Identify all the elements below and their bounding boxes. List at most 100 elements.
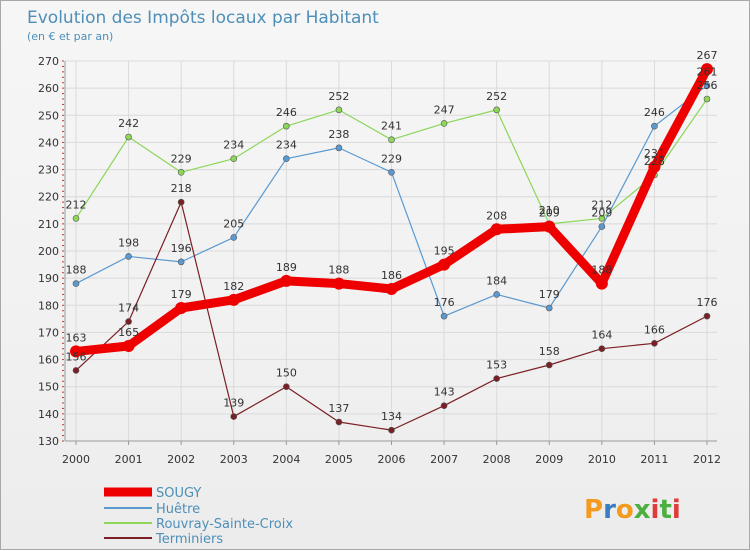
data-label-hu-tre: 196 (171, 242, 192, 255)
data-point-terminiers (230, 413, 238, 420)
legend-label: Rouvray-Sainte-Croix (156, 517, 293, 532)
legend-label: Terminiers (155, 532, 223, 547)
data-point-sougy (227, 293, 240, 306)
data-point-hu-tre (125, 253, 132, 260)
data-point-sougy (490, 223, 503, 236)
data-label-sougy: 188 (328, 264, 349, 277)
data-point-terminiers (177, 198, 185, 206)
x-tick-label: 2009 (535, 453, 563, 466)
x-tick-label: 2008 (483, 453, 511, 466)
data-labels: 212 242 229 234 246 252 241 247 252 210 212 228 256 1… (66, 49, 718, 423)
data-point-sougy (648, 160, 661, 173)
data-point-hu-tre (598, 223, 606, 230)
data-point-hu-tre (283, 155, 290, 163)
data-label-terminiers: 137 (328, 402, 349, 415)
data-label-sougy: 208 (486, 209, 507, 222)
brand-letter: o (616, 495, 634, 525)
data-label-hu-tre: 229 (381, 152, 402, 165)
data-point-sougy (70, 345, 82, 358)
data-label-terminiers: 153 (486, 359, 507, 372)
chart-title: Evolution des Impôts locaux par Habitant (27, 8, 379, 28)
data-label-sougy: 189 (276, 261, 297, 274)
data-label-sougy: 163 (66, 331, 87, 344)
legend-label: SOUGY (156, 486, 201, 501)
data-label-terminiers: 134 (381, 410, 402, 423)
legend: SOUGYHuêtreRouvray-Sainte-CroixTerminier… (104, 486, 293, 547)
y-tick-label: 160 (38, 354, 59, 367)
data-point-sougy (175, 302, 188, 314)
data-point-terminiers (283, 383, 290, 391)
data-point-rouvray-sainte-croix (335, 106, 343, 114)
data-label-sougy: 209 (539, 207, 560, 220)
data-point-terminiers (493, 375, 500, 382)
series-hu-tre (72, 82, 711, 320)
data-point-sougy (122, 340, 135, 352)
data-label-hu-tre: 261 (697, 65, 718, 78)
data-label-hu-tre: 205 (223, 217, 244, 230)
y-tick-label: 200 (38, 245, 59, 258)
data-point-terminiers (335, 418, 343, 426)
series-sougy (70, 63, 713, 358)
data-point-rouvray-sainte-croix (703, 95, 711, 103)
y-tick-label: 170 (38, 326, 59, 339)
grid (65, 60, 717, 442)
y-tick-label: 190 (38, 272, 59, 285)
y-tick-label: 210 (38, 218, 59, 231)
data-label-hu-tre: 238 (328, 128, 349, 141)
y-tick-label: 250 (38, 109, 59, 122)
brand-letter: x (634, 495, 651, 525)
x-tick-label: 2002 (167, 453, 195, 466)
y-tick-label: 230 (38, 164, 59, 177)
y-tick-label: 240 (38, 136, 59, 149)
data-label-terminiers: 150 (276, 367, 297, 380)
data-label-rouvray-sainte-croix: 228 (644, 155, 665, 168)
data-label-rouvray-sainte-croix: 246 (276, 106, 297, 119)
y-tick-label: 140 (38, 408, 59, 421)
data-label-rouvray-sainte-croix: 212 (66, 198, 87, 211)
data-label-terminiers: 158 (539, 345, 560, 358)
data-point-terminiers (651, 339, 658, 347)
x-tick-label: 2001 (115, 453, 143, 466)
data-point-terminiers (598, 345, 606, 353)
data-label-terminiers: 218 (171, 182, 192, 195)
x-tick-label: 2007 (430, 453, 458, 466)
data-point-terminiers (72, 367, 80, 374)
x-tick-label: 2004 (272, 453, 300, 466)
data-point-terminiers (703, 312, 711, 320)
data-label-hu-tre: 184 (486, 274, 507, 287)
data-label-rouvray-sainte-croix: 256 (697, 79, 718, 92)
data-point-rouvray-sainte-croix (598, 215, 606, 222)
x-tick-label: 2000 (62, 453, 90, 466)
brand-letter: i (672, 495, 681, 525)
data-point-sougy (595, 277, 608, 290)
x-tick-label: 2012 (693, 453, 721, 466)
data-point-rouvray-sainte-croix (230, 155, 238, 163)
data-label-hu-tre: 179 (539, 288, 560, 301)
data-label-rouvray-sainte-croix: 247 (434, 103, 455, 116)
data-label-rouvray-sainte-croix: 242 (118, 117, 139, 130)
y-tick-label: 130 (38, 435, 59, 448)
data-point-hu-tre (440, 312, 448, 320)
data-point-hu-tre (388, 168, 395, 176)
data-label-sougy: 179 (171, 288, 192, 301)
data-label-rouvray-sainte-croix: 229 (171, 152, 192, 165)
y-tick-label: 260 (38, 82, 59, 95)
data-point-sougy (332, 277, 345, 290)
data-point-sougy (701, 63, 713, 76)
brand-letter: t (659, 495, 671, 525)
data-point-rouvray-sainte-croix (283, 122, 290, 130)
data-label-hu-tre: 188 (66, 264, 87, 277)
data-point-hu-tre (545, 304, 553, 312)
data-point-sougy (280, 274, 293, 287)
chart-subtitle: (en € et par an) (27, 30, 113, 43)
data-point-sougy (385, 283, 398, 295)
y-tick-label: 150 (38, 381, 59, 394)
axes: 130 140 150 160 170 180 190 200 210 220 230 240 250 2… (38, 55, 721, 466)
x-tick-label: 2006 (378, 453, 406, 466)
brand-letter: i (651, 495, 660, 525)
data-point-terminiers (440, 402, 448, 410)
series-terminiers (72, 198, 711, 434)
data-point-rouvray-sainte-croix (388, 136, 395, 144)
data-label-sougy: 267 (697, 49, 718, 62)
